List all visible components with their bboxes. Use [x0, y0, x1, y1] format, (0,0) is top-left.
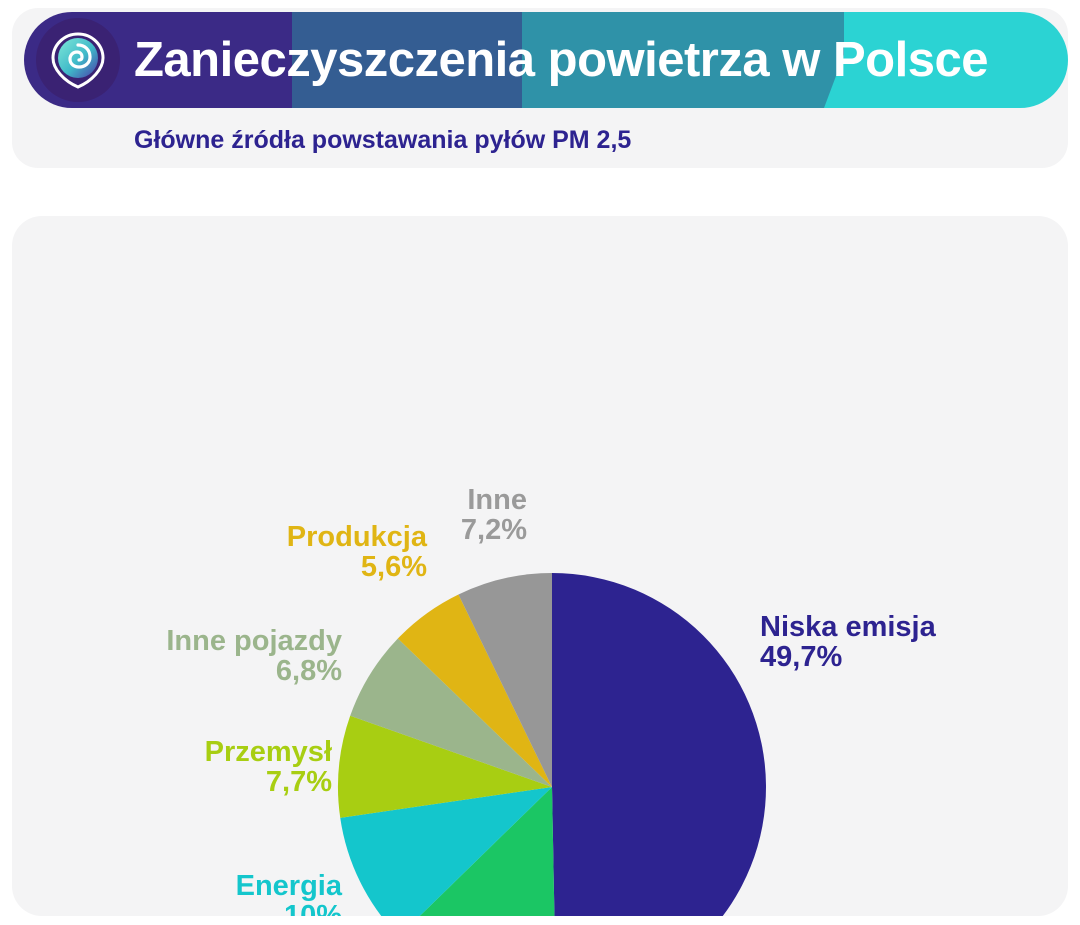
- pie-label-produkcja: Produkcja 5,6%: [162, 522, 427, 583]
- pie-label-produkcja-name: Produkcja: [286, 521, 427, 553]
- pie-label-inne-pojazdy: Inne pojazdy 6,8%: [67, 626, 342, 687]
- title-banner: Zanieczyszczenia powietrza w Polsce: [24, 12, 1068, 108]
- pie-slice: [419, 787, 555, 916]
- pie-label-energia: Energia 10%: [112, 871, 342, 916]
- pie-label-inne-pojazdy-name: Inne pojazdy: [166, 625, 342, 657]
- pie-label-energia-name: Energia: [235, 870, 342, 902]
- pie-label-przemysl-value: 7,7%: [265, 766, 332, 799]
- banner-segment-4: [844, 12, 1068, 108]
- title-banner-gradient: [24, 12, 1068, 108]
- pie-slice: [340, 787, 552, 916]
- banner-segment-3: [522, 12, 858, 108]
- page-title: Zanieczyszczenia powietrza w Polsce: [134, 33, 988, 87]
- pie-label-energia-value: 10%: [112, 901, 342, 916]
- pie-slice: [552, 573, 766, 916]
- pie-label-niska-emisja-value: 49,7%: [760, 641, 843, 674]
- pie-slice: [338, 715, 552, 818]
- logo-badge: [36, 18, 120, 102]
- header-card: Zanieczyszczenia powietrza w Polsce Głów…: [12, 8, 1068, 168]
- pie-label-przemysl-name: Przemysł: [204, 736, 332, 768]
- spiral-swirl-icon: [47, 29, 109, 91]
- pie-chart: [337, 572, 767, 916]
- pie-slice: [397, 594, 552, 787]
- pie-slice: [350, 638, 552, 787]
- pie-label-inne-pojazdy-value: 6,8%: [275, 655, 342, 688]
- pie-slice: [458, 573, 552, 787]
- pie-label-inne-name: Inne: [467, 484, 527, 516]
- pie-label-przemysl: Przemysł 7,7%: [107, 737, 332, 798]
- chart-card: Niska emisja 49,7% Inne 7,2% Produkcja 5…: [12, 216, 1068, 916]
- pie-label-produkcja-value: 5,6%: [360, 551, 427, 584]
- page-subtitle: Główne źródła powstawania pyłów PM 2,5: [134, 126, 632, 154]
- pie-label-niska-emisja: Niska emisja 49,7%: [760, 612, 936, 673]
- banner-segment-2: [292, 12, 524, 108]
- pie-label-inne-value: 7,2%: [460, 514, 527, 547]
- pie-label-niska-emisja-name: Niska emisja: [760, 611, 936, 643]
- pie-label-inne: Inne 7,2%: [382, 485, 527, 546]
